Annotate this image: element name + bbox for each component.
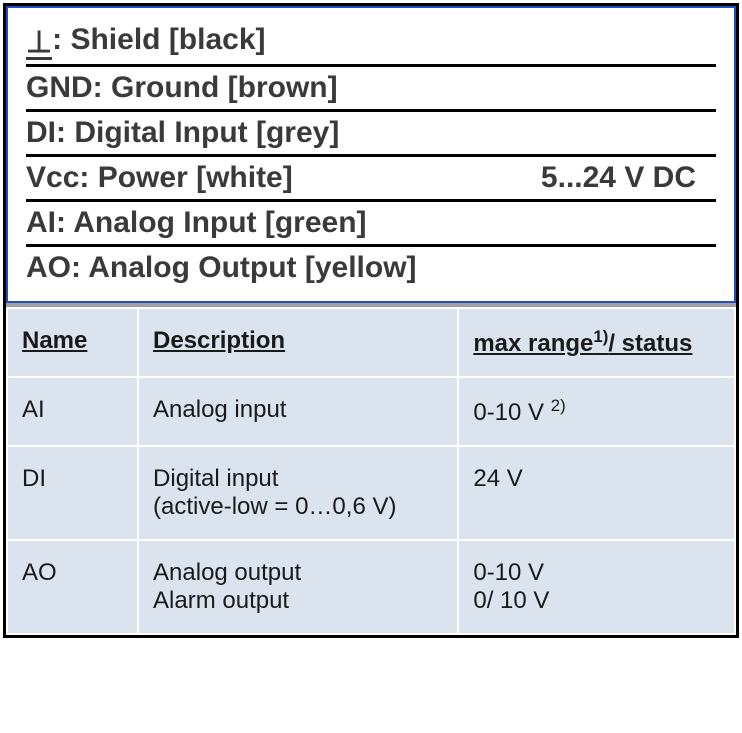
cell-name: AI: [7, 377, 138, 446]
pinout-text: Analog Input [green]: [73, 206, 366, 239]
pinout-text: Ground [brown]: [111, 71, 338, 104]
col-header-name: Name: [7, 308, 138, 377]
cell-name: DI: [7, 446, 138, 540]
pinout-text: Digital Input [grey]: [74, 116, 339, 149]
pinout-row: DI: Digital Input [grey]: [26, 112, 716, 157]
pinout-row: ⊥: Shield [black]: [26, 18, 716, 67]
cell-name: AO: [7, 540, 138, 634]
pinout-label: GND: Ground [brown]: [26, 71, 716, 105]
pinout-label: Vcc: Power [white]: [26, 161, 541, 195]
cell-range: 24 V: [458, 446, 735, 540]
signal-table-wrap: Name Description max range1)/ status AI …: [6, 307, 736, 635]
col-header-range: max range1)/ status: [458, 308, 735, 377]
pinout-label: ⊥: Shield [black]: [26, 22, 716, 60]
pinout-extra: 5...24 V DC: [541, 161, 716, 195]
cell-description: Digital input(active-low = 0…0,6 V): [138, 446, 458, 540]
pinout-text: Power [white]: [98, 161, 293, 194]
pinout-text: Shield [black]: [70, 23, 265, 56]
table-header-row: Name Description max range1)/ status: [7, 308, 735, 377]
cell-description: Analog outputAlarm output: [138, 540, 458, 634]
document-frame: ⊥: Shield [black] GND: Ground [brown] DI…: [3, 3, 739, 638]
pinout-box: ⊥: Shield [black] GND: Ground [brown] DI…: [6, 6, 736, 303]
pinout-text: Analog Output [yellow]: [88, 251, 416, 284]
cell-description: Analog input: [138, 377, 458, 446]
cell-range: 0-10 V 2): [458, 377, 735, 446]
table-row: DI Digital input(active-low = 0…0,6 V) 2…: [7, 446, 735, 540]
table-row: AO Analog outputAlarm output 0-10 V0/ 10…: [7, 540, 735, 634]
pinout-label: AI: Analog Input [green]: [26, 206, 716, 240]
pinout-row: GND: Ground [brown]: [26, 67, 716, 112]
col-header-description: Description: [138, 308, 458, 377]
pinout-label: DI: Digital Input [grey]: [26, 116, 716, 150]
pinout-row: AO: Analog Output [yellow]: [26, 247, 716, 289]
cell-range: 0-10 V0/ 10 V: [458, 540, 735, 634]
signal-table: Name Description max range1)/ status AI …: [6, 307, 736, 635]
pinout-row: AI: Analog Input [green]: [26, 202, 716, 247]
pinout-label: AO: Analog Output [yellow]: [26, 251, 716, 285]
pinout-row: Vcc: Power [white] 5...24 V DC: [26, 157, 716, 202]
table-row: AI Analog input 0-10 V 2): [7, 377, 735, 446]
